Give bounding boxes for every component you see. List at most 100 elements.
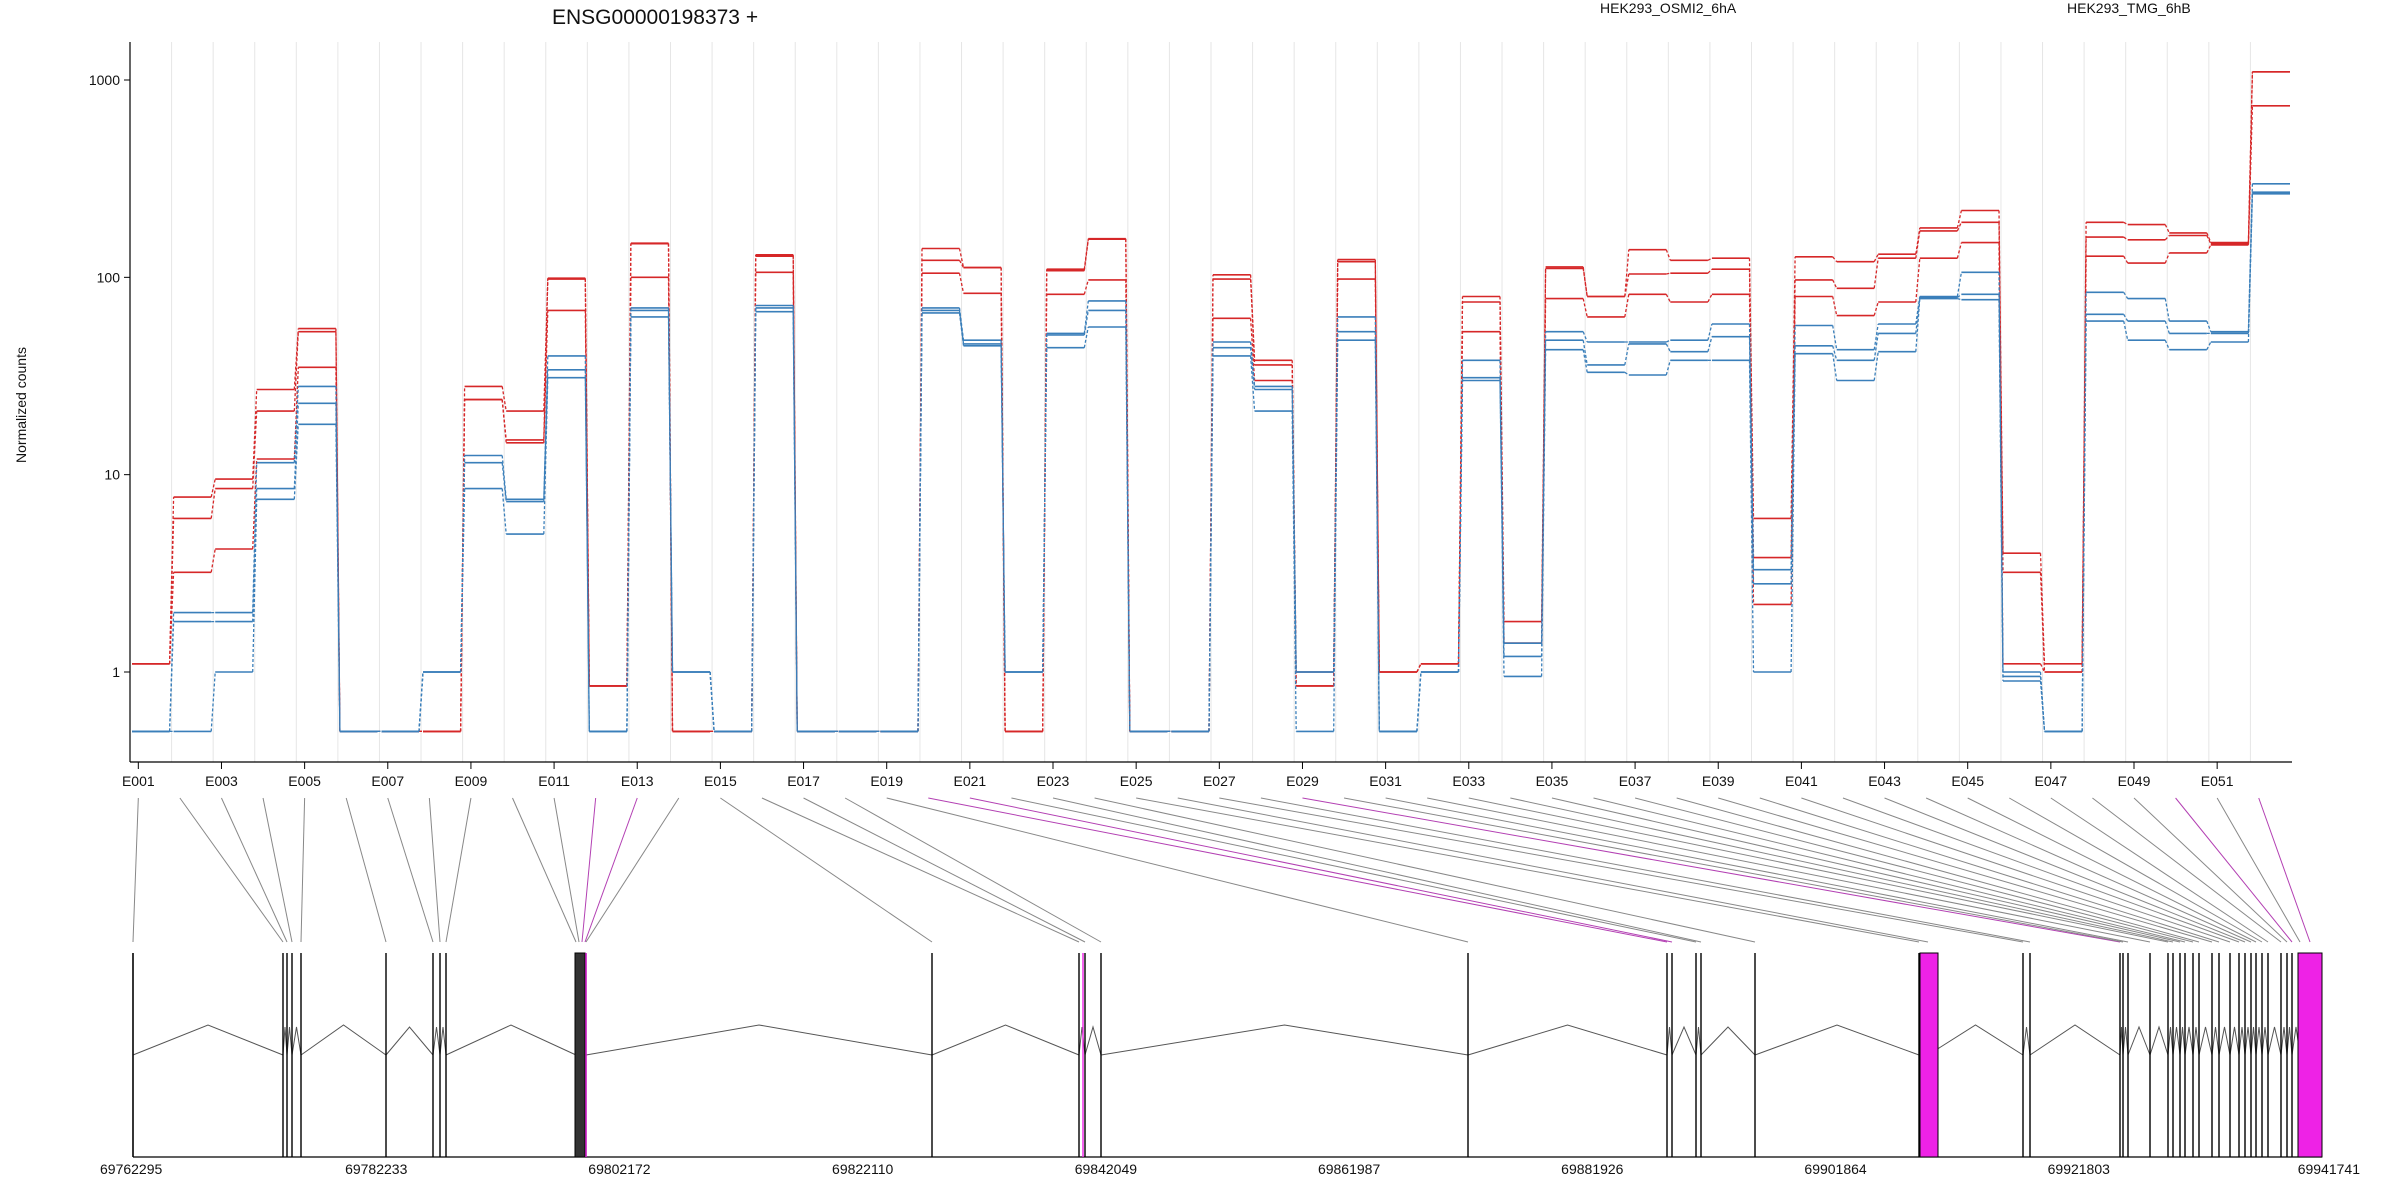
y-tick-label: 1 <box>112 664 120 680</box>
exon-connector <box>1468 797 2169 943</box>
genomic-position-label: 69782233 <box>345 1161 408 1177</box>
exon-connector <box>886 797 1469 943</box>
exon-connector <box>1842 797 2240 943</box>
exon-connector <box>132 797 139 943</box>
intron-line <box>1927 1024 2024 1056</box>
x-tick-label: E023 <box>1037 773 1070 789</box>
intron-line <box>2192 1026 2200 1056</box>
intron-line <box>2218 1026 2231 1056</box>
intron-line <box>286 1026 293 1056</box>
x-tick-label: E011 <box>538 773 570 789</box>
intron-line <box>1700 1026 1756 1056</box>
intron-line <box>291 1026 302 1056</box>
exon-connector <box>2258 797 2311 943</box>
intron-line <box>2127 1025 2151 1056</box>
intron-line <box>585 1024 933 1056</box>
exon-connector <box>1052 797 1702 943</box>
y-tick-label: 10 <box>104 467 120 483</box>
x-tick-label: E007 <box>371 773 404 789</box>
x-tick-label: E043 <box>1868 773 1901 789</box>
y-tick-label: 100 <box>97 269 121 285</box>
intron-line <box>2211 1026 2220 1056</box>
exon-connector <box>584 797 638 943</box>
exon-connector <box>1219 797 2024 943</box>
exon-connector <box>1011 797 1697 943</box>
y-axis-label: Normalized counts <box>13 347 29 463</box>
series-line <box>132 193 2290 733</box>
exon-connector <box>2050 797 2269 943</box>
intron-line <box>1666 1026 1673 1056</box>
exon-connector <box>928 797 1668 943</box>
gene-model <box>132 952 2323 1158</box>
exon-connector <box>1884 797 2246 943</box>
exon-highlight <box>2297 952 2323 1158</box>
intron-line <box>2149 1025 2169 1056</box>
exon-connector <box>1094 797 1756 943</box>
exon-connector <box>345 797 387 943</box>
x-tick-label: E033 <box>1452 773 1485 789</box>
exon-cluster <box>574 952 586 1158</box>
exon-connector <box>179 797 284 943</box>
exon-connector <box>2133 797 2288 943</box>
intron-line <box>1100 1024 1469 1056</box>
genomic-position-label: 69802172 <box>588 1161 651 1177</box>
intron-line <box>2250 1026 2257 1056</box>
exon-connector <box>512 797 577 943</box>
exon-connector <box>1551 797 2181 943</box>
exon-connector <box>585 797 680 943</box>
intron-line <box>1671 1025 1697 1056</box>
exon-connector <box>428 797 441 943</box>
intron-line <box>2184 1026 2194 1056</box>
exon-connector <box>1925 797 2252 943</box>
intron-line <box>1754 1024 1920 1056</box>
plot-axes <box>129 42 2292 763</box>
x-tick-label: E031 <box>1369 773 1402 789</box>
exon-highlight <box>1919 952 1939 1158</box>
series-transition-line <box>169 193 2254 733</box>
x-tick-label: E039 <box>1702 773 1735 789</box>
intron-line <box>2179 1026 2186 1056</box>
exon-connector <box>2175 797 2293 943</box>
y-tick-label: 1000 <box>89 72 120 88</box>
intron-line <box>1078 1026 1086 1056</box>
exon-connector <box>1593 797 2186 943</box>
intron-line <box>2238 1026 2246 1056</box>
genomic-position-label: 69822110 <box>832 1161 893 1177</box>
exon-connector <box>1967 797 2257 943</box>
x-tick-label: E017 <box>787 773 820 789</box>
x-tick-label: E013 <box>621 773 654 789</box>
vertical-gridlines <box>171 42 2251 762</box>
exon-connector <box>1718 797 2213 943</box>
x-tick-label: E037 <box>1619 773 1652 789</box>
x-tick-label: E049 <box>2118 773 2151 789</box>
intron-line <box>1695 1026 1702 1056</box>
exon-connector <box>720 797 933 943</box>
x-tick-label: E021 <box>954 773 987 789</box>
exon-connector <box>1510 797 2174 943</box>
intron-line <box>445 1024 577 1056</box>
exon-connector <box>1801 797 2231 943</box>
x-tick-label: E047 <box>2035 773 2068 789</box>
series-lines <box>132 71 2290 733</box>
intron-line <box>2255 1026 2263 1056</box>
x-tick-label: E015 <box>704 773 737 789</box>
exon-connector <box>262 797 293 943</box>
x-tick-label: E025 <box>1120 773 1153 789</box>
x-tick-label: E029 <box>1286 773 1319 789</box>
x-tick-label: E035 <box>1536 773 1569 789</box>
intron-line <box>2167 1026 2174 1056</box>
exon-connector <box>844 797 1102 943</box>
x-tick-label: E009 <box>455 773 488 789</box>
genomic-position-label: 69941741 <box>2298 1161 2361 1177</box>
intron-line <box>385 1026 434 1056</box>
x-axis-exon-ticks: E001 E003 E005 E007 E009 E011 E013 E015 E017 E019… <box>122 762 2234 789</box>
exon-connector <box>1427 797 2151 943</box>
intron-line <box>931 1024 1080 1056</box>
intron-line <box>2267 1026 2282 1056</box>
x-tick-label: E005 <box>288 773 321 789</box>
exon-connector <box>2216 797 2301 943</box>
x-tick-label: E001 <box>122 773 155 789</box>
intron-line <box>2280 1026 2288 1056</box>
legend-entry-osmi2: HEK293_OSMI2_6hA <box>1600 0 1737 16</box>
